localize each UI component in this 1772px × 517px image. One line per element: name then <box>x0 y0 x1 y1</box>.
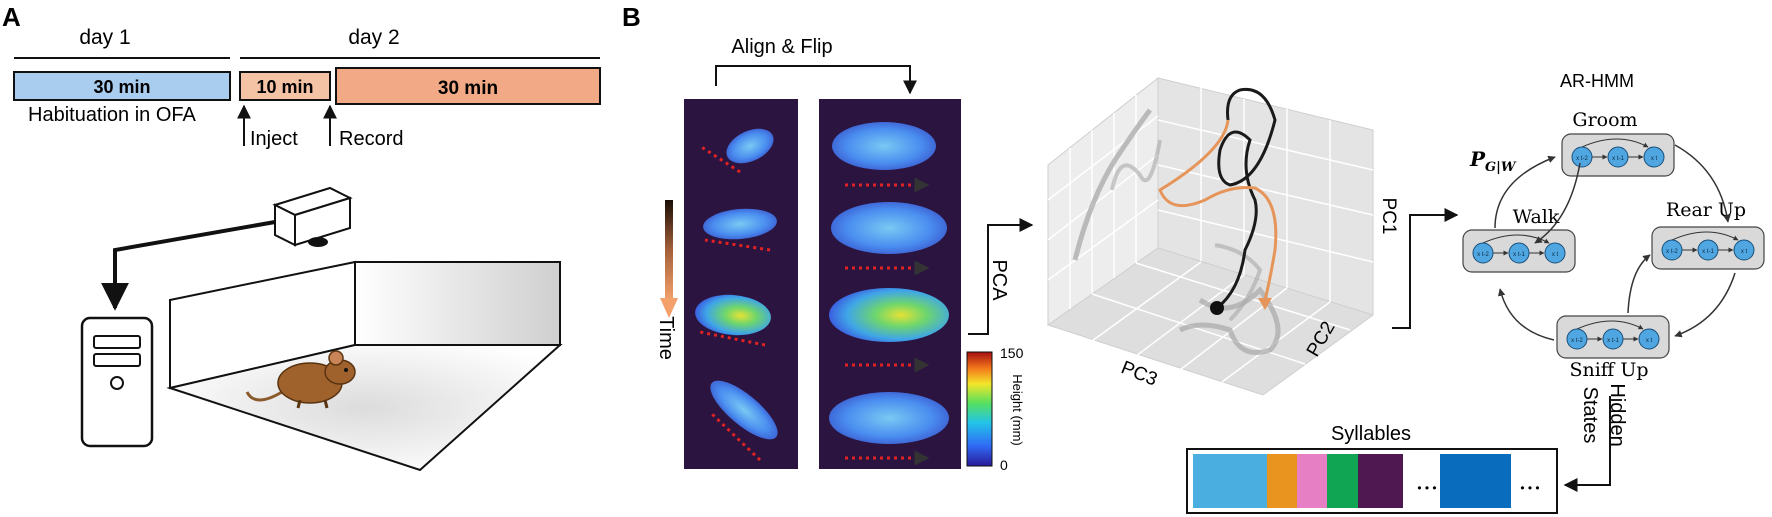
record-bar <box>335 67 601 105</box>
hmm-node-label: x t-2 <box>1477 252 1489 258</box>
camera-icon <box>272 186 353 247</box>
hmm-node <box>1607 146 1629 168</box>
state-walk-label: Walk <box>1513 206 1560 228</box>
hmm-node-label: x t <box>1646 338 1653 344</box>
hmm-node <box>1697 239 1719 261</box>
hmm-transition-arrows <box>1494 144 1736 341</box>
mouse-icon <box>245 350 356 409</box>
pc-to-hmm-arrow <box>1392 208 1459 329</box>
hmm-node-label: x t <box>1741 249 1748 255</box>
time-label: Time <box>655 316 677 360</box>
inject-label: Inject <box>250 128 298 150</box>
hmm-node-label: x t <box>1651 156 1658 162</box>
habituation-bar <box>13 71 231 101</box>
inject-bar-label: 10 min <box>256 77 313 97</box>
hidden-states-label-2: States <box>1579 387 1601 444</box>
height-colorbar <box>966 351 993 467</box>
hmm-node-label: x t-1 <box>1702 249 1714 255</box>
record-bar-label: 30 min <box>438 78 498 99</box>
camera-cable <box>101 220 276 311</box>
syllables-ellipsis-2: • • • <box>1520 481 1539 495</box>
syllable-block-6 <box>1440 454 1511 508</box>
day2-label: day 2 <box>348 26 399 49</box>
ar-hmm-title: AR-HMM <box>1560 71 1634 91</box>
hmm-node <box>1661 239 1683 261</box>
inject-bar <box>239 71 331 101</box>
time-arrowhead <box>660 298 678 318</box>
pca-label: PCA <box>988 259 1010 301</box>
hmm-state-box-rearup: x t-2 x t-1 x t <box>1651 226 1765 270</box>
colorbar-label: Height (mm) <box>1010 374 1025 446</box>
syllable-block-5 <box>1358 454 1403 508</box>
computer-icon <box>80 316 154 448</box>
syllable-block-2 <box>1267 454 1297 508</box>
hidden-states-arrow <box>1563 396 1611 492</box>
hmm-node-label: x t <box>1552 252 1559 258</box>
hmm-node <box>1602 328 1624 350</box>
syllables-ellipsis-1: • • • <box>1417 481 1436 495</box>
hmm-node-label: x t-1 <box>1513 252 1525 258</box>
raw-depth-frames <box>684 99 798 469</box>
habituation-bar-label: 30 min <box>93 77 150 97</box>
open-field-arena <box>166 260 563 472</box>
hmm-state-box-walk: x t-2 x t-1 x t <box>1462 229 1576 273</box>
hmm-node-label: x t-2 <box>1666 249 1678 255</box>
pc-3d-plot <box>1046 76 1375 396</box>
hmm-node <box>1566 328 1588 350</box>
align-flip-bracket <box>715 65 917 95</box>
day1-label: day 1 <box>79 26 130 49</box>
colorbar-min: 0 <box>1000 457 1008 473</box>
hmm-node-label: x t-2 <box>1576 156 1588 162</box>
transition-prob-label: PG|W <box>1469 147 1517 175</box>
hmm-node-label: x t-1 <box>1607 338 1619 344</box>
syllables-title: Syllables <box>1331 423 1411 445</box>
state-groom-label: Groom <box>1572 109 1637 131</box>
panel-b-label: B <box>622 2 641 32</box>
hmm-node <box>1638 328 1660 350</box>
time-gradient-bar <box>665 200 673 300</box>
pc3-label: PC3 <box>1118 357 1160 390</box>
syllable-block-1 <box>1193 454 1267 508</box>
hmm-node-label: x t-1 <box>1612 156 1624 162</box>
hmm-node <box>1643 146 1665 168</box>
syllable-block-4 <box>1327 454 1358 508</box>
hmm-node <box>1544 242 1566 264</box>
hmm-state-box-groom: x t-2 x t-1 x t <box>1561 133 1675 177</box>
record-label: Record <box>339 128 403 150</box>
hmm-node <box>1472 242 1494 264</box>
pca-arrow <box>968 218 1034 335</box>
align-flip-label: Align & Flip <box>731 36 832 58</box>
hmm-node <box>1571 146 1593 168</box>
hmm-node-label: x t-2 <box>1571 338 1583 344</box>
hmm-node <box>1508 242 1530 264</box>
panel-a-label: A <box>2 2 21 32</box>
pc1-label: PC1 <box>1378 198 1399 235</box>
hmm-node <box>1733 239 1755 261</box>
hidden-states-label-1: Hidden <box>1606 383 1628 446</box>
aligned-depth-frames <box>819 99 961 469</box>
habituation-caption: Habituation in OFA <box>28 104 197 126</box>
syllable-block-3 <box>1297 454 1327 508</box>
hmm-state-box-sniffup: x t-2 x t-1 x t <box>1556 315 1670 359</box>
state-rearup-label: Rear Up <box>1666 199 1746 221</box>
colorbar-max: 150 <box>1000 345 1024 361</box>
state-sniffup-label: Sniff Up <box>1569 359 1648 381</box>
